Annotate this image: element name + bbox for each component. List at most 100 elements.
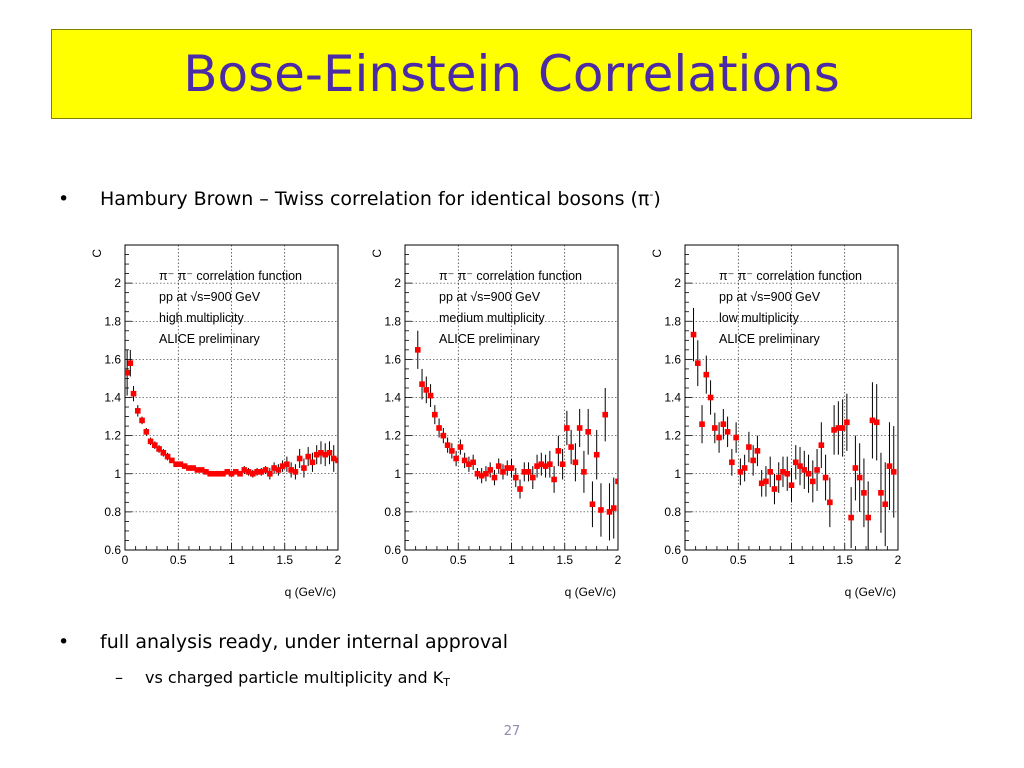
y-tick-label: 1.8 [384,314,401,328]
y-tick-label: 1 [114,467,121,481]
data-point [602,411,609,418]
x-tick-label: 1 [788,553,795,567]
x-tick-label: 1.5 [836,553,853,567]
data-point [775,474,782,481]
data-point [525,469,532,475]
data-point [771,486,778,492]
data-point [500,469,506,475]
y-tick-label: 1 [394,467,401,481]
data-point [487,467,493,473]
data-point [521,469,528,475]
data-point [767,469,773,475]
bullet-hbt-sup: - [649,188,654,201]
data-point [856,474,863,481]
data-point [432,411,438,418]
data-point [461,457,468,464]
y-tick-label: 2 [394,276,401,290]
slide-title: Bose-Einstein Correlations [183,45,840,103]
data-point [504,465,511,471]
data-point [254,469,260,475]
data-point [724,429,731,435]
legend-line-0: π⁻ π⁻ correlation function [439,269,582,283]
data-point [547,461,553,468]
data-point [284,461,290,468]
data-point [733,434,739,441]
y-tick-label: 1 [674,467,681,481]
data-point [335,457,338,464]
data-point [831,427,837,433]
data-point [690,331,697,338]
data-point [542,463,549,469]
data-point [572,459,579,466]
y-tick-label: 1.4 [664,391,681,405]
data-point [703,371,710,378]
data-point [741,465,748,471]
data-point [890,469,897,475]
data-point [729,459,735,466]
data-point [427,392,434,399]
x-tick-label: 0.5 [450,553,467,567]
x-axis-label: q (GeV/c) [845,585,896,599]
data-point [220,470,226,477]
data-point [326,449,333,456]
data-point [581,469,587,475]
bullet-dot: • [58,188,70,210]
data-point [130,390,137,397]
legend-line-2: low multiplicity [719,311,800,325]
chart-medium-multiplicity: 0 0.5 1 1.5 2 0.6 0.8 1 1.2 1.4 1.6 1.8 2 q (GeV/c) Cπ… [370,244,622,599]
y-tick-label: 1.8 [104,314,121,328]
data-point [164,453,171,460]
data-point [449,448,455,454]
data-point [818,442,825,448]
data-point [615,478,618,485]
legend-line-0: π⁻ π⁻ correlation function [719,269,862,283]
data-point [203,469,209,475]
data-point [491,474,498,481]
data-point [737,469,744,475]
x-tick-label: 1.5 [276,553,293,567]
y-tick-label: 0.6 [384,543,401,557]
data-point [296,455,303,462]
data-point [707,394,714,401]
legend-line-1: pp at √s=900 GeV [719,290,821,304]
data-point [436,425,442,431]
data-point [152,442,158,448]
data-point [267,470,273,477]
data-point [173,461,179,468]
x-tick-label: 1 [228,553,235,567]
y-tick-label: 0.8 [104,505,121,519]
sub-bullet-multiplicity: – vs charged particle multiplicity and K… [115,668,450,689]
data-point [606,509,613,515]
legend-line-1: pp at √s=900 GeV [439,290,541,304]
slide-title-box: Bose-Einstein Correlations [51,29,972,119]
data-point [156,446,162,452]
y-tick-label: 0.6 [664,543,681,557]
data-point [788,482,795,488]
data-point [750,457,756,464]
data-point [805,470,812,477]
data-point [530,474,536,481]
data-point [869,417,876,424]
data-point [288,467,294,473]
data-point [139,417,145,424]
y-tick-label: 1.6 [664,352,681,366]
data-point [444,442,451,448]
data-point [330,455,337,462]
x-axis-label: q (GeV/c) [285,585,336,599]
data-point [181,463,188,469]
sub-bullet-text: vs charged particle multiplicity and K [145,668,444,687]
data-point [207,470,213,477]
data-point [694,360,701,366]
data-point [419,381,425,387]
y-tick-label: 1.6 [384,352,401,366]
data-point [160,449,167,456]
legend-line-2: medium multiplicity [439,311,545,325]
data-point [134,408,141,414]
data-point [215,470,222,477]
chart-high-multiplicity: 0 0.5 1 1.5 2 0.6 0.8 1 1.2 1.4 1.6 1.8 2 q (GeV/c) Cπ… [90,244,342,599]
data-point [232,469,239,475]
data-point [886,463,893,469]
data-point [784,470,791,477]
y-axis-label: C [370,249,384,258]
y-tick-label: 1.6 [104,352,121,366]
